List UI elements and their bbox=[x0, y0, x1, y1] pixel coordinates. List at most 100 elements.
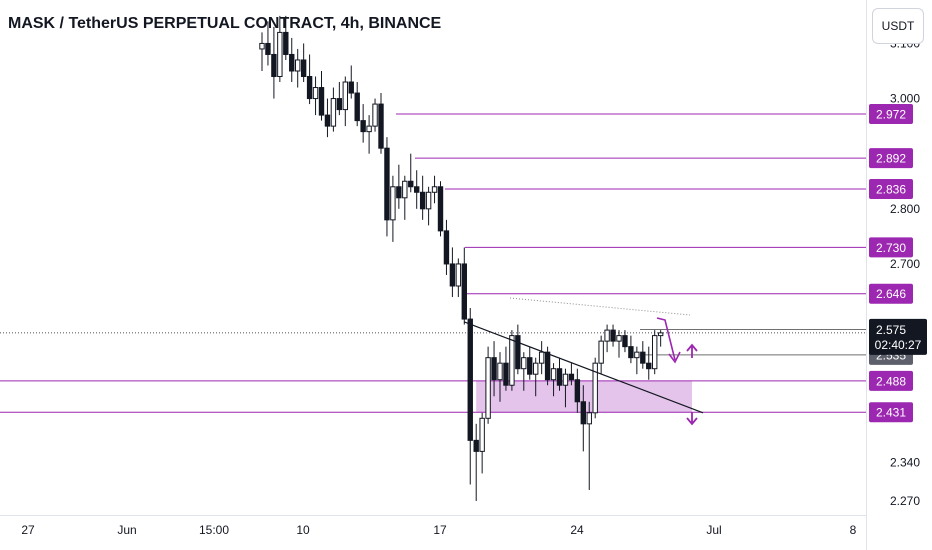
candle-body bbox=[574, 379, 581, 403]
candle-body bbox=[538, 351, 545, 364]
candle-body bbox=[461, 263, 468, 320]
candle-body bbox=[348, 81, 354, 94]
candle-body bbox=[271, 53, 277, 78]
candle-body bbox=[622, 335, 628, 348]
price-tag-2.972 bbox=[869, 104, 913, 124]
time-tick-label: 10 bbox=[296, 523, 310, 537]
time-tick-label: 27 bbox=[21, 523, 35, 537]
candle-body bbox=[628, 346, 634, 359]
candle-body bbox=[384, 147, 390, 221]
candle-body bbox=[437, 186, 444, 232]
candle-body bbox=[408, 180, 414, 188]
price-tick-label: 3.000 bbox=[890, 92, 920, 106]
price-tag-label: 2.892 bbox=[876, 152, 906, 166]
candle-body bbox=[390, 186, 396, 221]
candle-body bbox=[640, 351, 646, 364]
candle-body bbox=[562, 373, 569, 386]
candle-body bbox=[467, 318, 473, 441]
candle-body bbox=[402, 180, 408, 199]
candle-body bbox=[396, 186, 402, 199]
chart-title: MASK / TetherUS PERPETUAL CONTRACT, 4h, … bbox=[8, 15, 442, 32]
time-tick-label: Jul bbox=[706, 523, 721, 537]
time-tick-label: 15:00 bbox=[199, 523, 229, 537]
candle-body bbox=[366, 125, 372, 133]
candle-body bbox=[300, 59, 307, 78]
candle-body bbox=[556, 368, 563, 386]
price-tag-label: 2.836 bbox=[876, 182, 906, 196]
price-tag-2.646 bbox=[869, 283, 913, 304]
candle-body bbox=[277, 31, 283, 78]
price-tag-label: 2.972 bbox=[876, 108, 906, 122]
price-tick-label: 2.700 bbox=[890, 257, 920, 271]
candle-body bbox=[330, 98, 337, 127]
candle-body bbox=[610, 329, 616, 342]
candle-body bbox=[503, 362, 509, 386]
price-tag-2.892 bbox=[869, 148, 913, 169]
candle-body bbox=[515, 335, 521, 370]
price-tag-label: 2.646 bbox=[876, 287, 906, 301]
candle-body bbox=[336, 98, 343, 111]
candle-body bbox=[580, 401, 586, 425]
candle-body bbox=[598, 340, 604, 364]
candle-body bbox=[646, 362, 652, 370]
candle-body bbox=[419, 191, 426, 210]
candle-body bbox=[544, 351, 551, 381]
candle-body bbox=[473, 439, 479, 452]
candle-body bbox=[604, 329, 610, 342]
candle-body bbox=[265, 42, 271, 55]
candle-body bbox=[306, 76, 313, 100]
candle-body bbox=[455, 263, 462, 287]
candle-body bbox=[652, 335, 658, 370]
candle-body bbox=[283, 31, 289, 55]
candle-body bbox=[550, 368, 557, 381]
candle-body bbox=[485, 357, 491, 419]
price-tag-2.488 bbox=[869, 370, 913, 391]
down-arrow-icon bbox=[686, 412, 698, 426]
candle-body bbox=[372, 103, 378, 127]
candle-body bbox=[431, 186, 438, 193]
time-tick-label: 24 bbox=[570, 523, 584, 537]
candle-body bbox=[497, 362, 503, 381]
candle-body bbox=[657, 332, 664, 337]
candle-body bbox=[443, 230, 450, 265]
time-tick-label: Jun bbox=[117, 523, 136, 537]
candle-body bbox=[259, 42, 265, 50]
candle-body bbox=[342, 81, 349, 111]
candle-body bbox=[586, 412, 592, 425]
projection-arrow-line[interactable] bbox=[656, 317, 676, 361]
candle-body bbox=[449, 263, 456, 287]
descending-trendline[interactable] bbox=[463, 321, 704, 414]
candle-body bbox=[425, 191, 432, 210]
candle-body bbox=[289, 53, 295, 72]
candle-body bbox=[295, 59, 301, 72]
candle-body bbox=[318, 87, 325, 116]
candle-body bbox=[479, 417, 485, 452]
candle-body bbox=[312, 87, 319, 100]
candle-body bbox=[378, 103, 384, 149]
resistance-dotted-line[interactable] bbox=[509, 297, 691, 316]
price-tick-label: 2.800 bbox=[890, 202, 920, 216]
candle-body bbox=[360, 120, 366, 133]
candle-body bbox=[324, 114, 331, 127]
price-tick-label: 2.340 bbox=[890, 455, 920, 469]
candle-body bbox=[533, 362, 539, 375]
candle-body bbox=[491, 357, 497, 381]
time-tick-label: 8 bbox=[850, 523, 857, 537]
candle-body bbox=[634, 351, 640, 359]
candle-body bbox=[616, 335, 622, 342]
up-arrow-icon bbox=[686, 343, 698, 358]
price-tag-2.730 bbox=[869, 237, 913, 258]
price-tag-2.431 bbox=[869, 402, 913, 423]
price-tag-label: 2.431 bbox=[876, 406, 906, 420]
currency-unit-button[interactable]: USDT bbox=[872, 8, 924, 44]
price-tag-2.836 bbox=[869, 178, 913, 199]
current-price-label: 2.575 bbox=[876, 323, 906, 337]
candle-body bbox=[354, 92, 360, 122]
price-tag-label: 2.488 bbox=[876, 374, 906, 388]
price-tag-label: 2.730 bbox=[876, 241, 906, 255]
candle-body bbox=[521, 357, 527, 370]
candle-body bbox=[509, 335, 515, 386]
candle-body bbox=[568, 373, 575, 381]
